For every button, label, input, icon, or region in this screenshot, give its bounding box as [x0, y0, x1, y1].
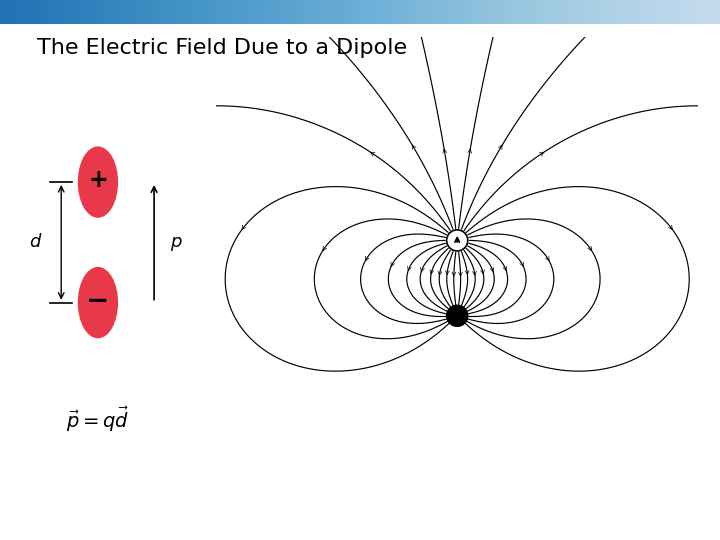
Text: p: p: [170, 233, 181, 251]
Circle shape: [446, 230, 468, 251]
Text: d: d: [30, 233, 41, 251]
Text: $\vec{p} = q\vec{d}$: $\vec{p} = q\vec{d}$: [66, 404, 130, 434]
Circle shape: [446, 305, 468, 326]
Circle shape: [78, 147, 117, 217]
Text: −: −: [86, 287, 109, 315]
Circle shape: [78, 268, 117, 338]
Text: The Electric Field Due to a Dipole: The Electric Field Due to a Dipole: [37, 38, 408, 58]
Text: +: +: [88, 168, 108, 192]
